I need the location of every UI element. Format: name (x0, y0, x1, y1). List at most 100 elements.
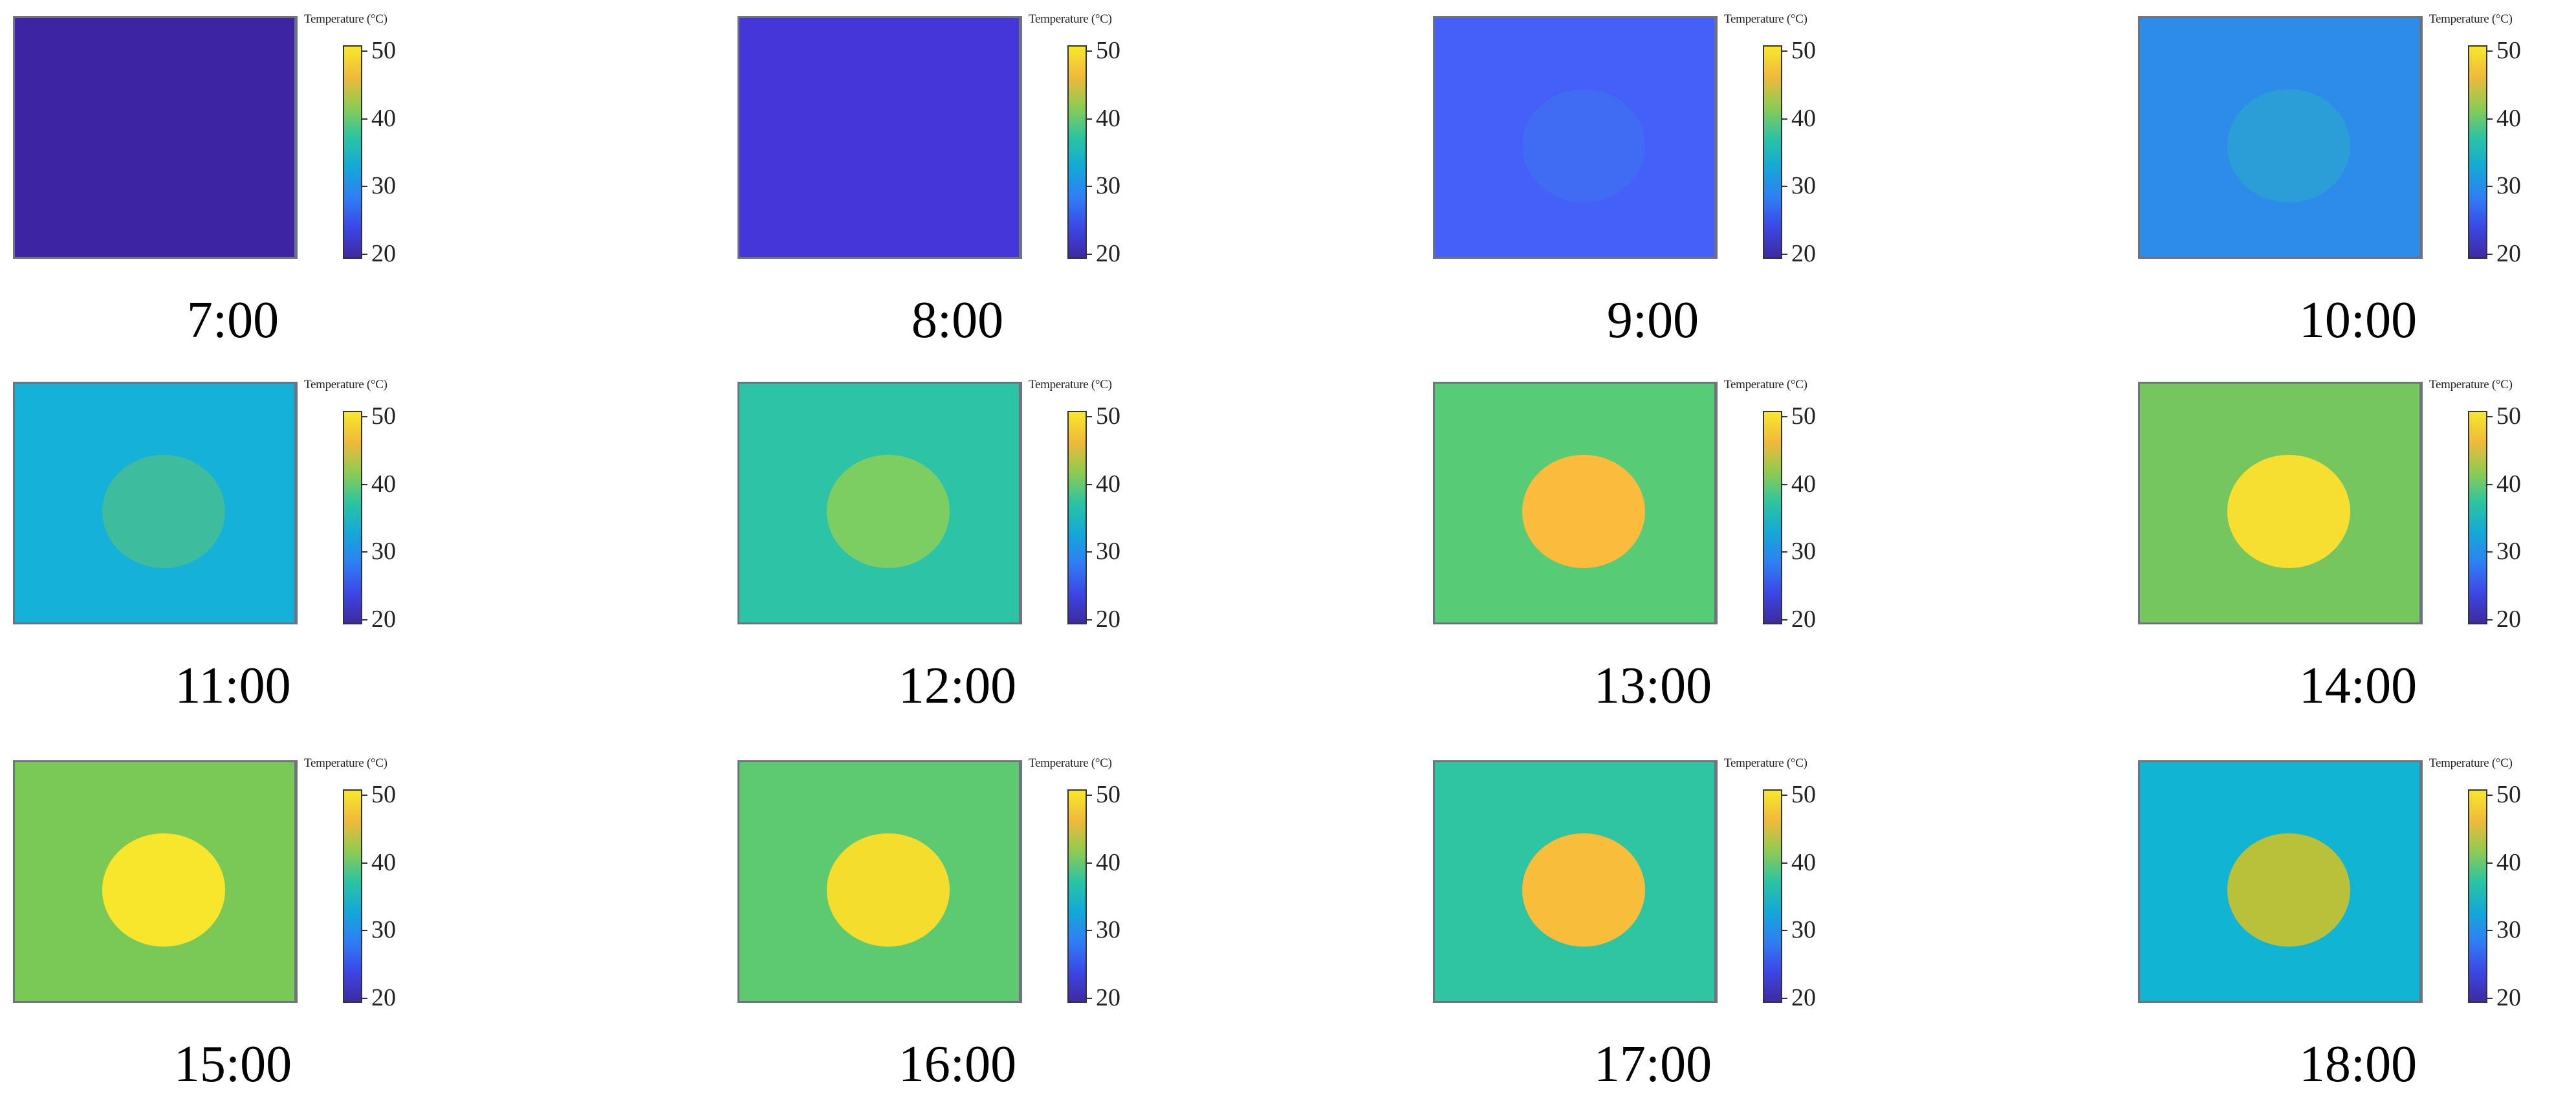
hot-spot (827, 455, 950, 568)
colorbar-tick (2487, 619, 2493, 620)
time-label: 9:00 (1606, 292, 1699, 349)
heatmap-panel: Temperature (°C) 50 40 30 20 7:00 (13, 12, 414, 353)
colorbar (343, 789, 362, 1003)
colorbar-tick (1782, 795, 1787, 796)
plate-surface (2138, 16, 2423, 259)
colorbar-tick-label: 20 (1096, 984, 1120, 1011)
colorbar-tick (1087, 118, 1092, 120)
plate-surface (737, 760, 1022, 1003)
colorbar-tick (362, 118, 367, 120)
colorbar-tick-label: 50 (371, 781, 396, 808)
colorbar-tick-label: 30 (2496, 172, 2521, 200)
hot-spot (1522, 455, 1645, 568)
colorbar (1067, 411, 1087, 624)
colorbar (1763, 789, 1782, 1003)
time-label: 10:00 (2298, 292, 2418, 349)
colorbar-tick-label: 40 (2496, 848, 2521, 876)
colorbar-tick (1087, 186, 1092, 188)
colorbar-title: Temperature (°C) (1029, 12, 1112, 26)
colorbar-tick-label: 40 (371, 470, 396, 498)
colorbar-title: Temperature (°C) (2429, 756, 2513, 770)
colorbar-tick (1087, 862, 1092, 864)
colorbar-tick-label: 50 (2496, 781, 2521, 808)
time-label: 11:00 (175, 657, 291, 714)
colorbar-tick (362, 186, 367, 188)
colorbar-tick-label: 20 (1791, 240, 1816, 267)
colorbar-tick (362, 795, 367, 796)
hot-spot (2227, 455, 2350, 568)
colorbar-tick-label: 30 (2496, 538, 2521, 565)
colorbar-tick-label: 40 (1791, 848, 1816, 876)
colorbar-tick (2487, 50, 2493, 52)
colorbar-tick-label: 50 (1791, 37, 1816, 64)
colorbar-tick-label: 20 (2496, 606, 2521, 633)
colorbar-tick (1087, 416, 1092, 417)
plate-surface (737, 382, 1022, 624)
colorbar-tick-label: 30 (1096, 172, 1120, 200)
colorbar-title: Temperature (°C) (1724, 378, 1807, 391)
colorbar-tick-label: 20 (1791, 606, 1816, 633)
colorbar-tick (1782, 998, 1787, 999)
colorbar-tick (1782, 483, 1787, 485)
colorbar-tick (1087, 998, 1092, 999)
time-label: 7:00 (186, 292, 279, 349)
plate-surface (13, 382, 298, 624)
colorbar-tick-label: 30 (2496, 916, 2521, 944)
heatmap-panel: Temperature (°C) 50 40 30 20 16:00 (737, 756, 1139, 1097)
hot-spot (827, 89, 950, 203)
colorbar (2468, 45, 2487, 259)
colorbar-tick-label: 20 (371, 240, 396, 267)
hot-spot (827, 833, 950, 947)
colorbar (343, 45, 362, 259)
colorbar-tick (1087, 551, 1092, 553)
colorbar-tick (362, 50, 367, 52)
time-label: 8:00 (911, 292, 1004, 349)
colorbar-title: Temperature (°C) (1029, 756, 1112, 770)
heatmap-panel: Temperature (°C) 50 40 30 20 14:00 (2138, 378, 2539, 718)
colorbar-tick (1782, 118, 1787, 120)
colorbar-tick (1782, 862, 1787, 864)
time-label: 13:00 (1593, 657, 1712, 714)
plate-surface (2138, 760, 2423, 1003)
colorbar-tick (2487, 795, 2493, 796)
colorbar-tick (1087, 254, 1092, 255)
colorbar-tick (362, 862, 367, 864)
colorbar-tick-label: 40 (2496, 470, 2521, 498)
hot-spot (102, 833, 225, 947)
colorbar-tick (2487, 118, 2493, 120)
colorbar-tick-label: 20 (2496, 984, 2521, 1011)
heatmap-panel: Temperature (°C) 50 40 30 20 18:00 (2138, 756, 2539, 1097)
plate-surface (1433, 760, 1718, 1003)
colorbar (2468, 789, 2487, 1003)
colorbar-tick-label: 30 (1791, 538, 1816, 565)
colorbar-tick-label: 40 (2496, 104, 2521, 132)
colorbar-tick-label: 50 (371, 37, 396, 64)
hot-spot (1522, 89, 1645, 203)
colorbar-tick-label: 40 (1096, 848, 1120, 876)
colorbar-tick-label: 50 (2496, 37, 2521, 64)
colorbar-tick-label: 50 (1096, 402, 1120, 430)
colorbar-tick-label: 20 (1791, 984, 1816, 1011)
colorbar-tick (1782, 186, 1787, 188)
colorbar-tick-label: 50 (1791, 402, 1816, 430)
colorbar-tick-label: 50 (1096, 37, 1120, 64)
plate-surface (1433, 382, 1718, 624)
heatmap-panel: Temperature (°C) 50 40 30 20 15:00 (13, 756, 414, 1097)
colorbar-title: Temperature (°C) (304, 756, 387, 770)
colorbar-tick (1087, 619, 1092, 620)
colorbar-tick-label: 40 (1096, 104, 1120, 132)
colorbar-tick-label: 30 (371, 538, 396, 565)
colorbar-tick-label: 30 (1791, 172, 1816, 200)
colorbar-tick-label: 40 (371, 848, 396, 876)
plate-surface (13, 760, 298, 1003)
colorbar-tick (362, 619, 367, 620)
hot-spot (2227, 89, 2350, 203)
colorbar-tick (362, 254, 367, 255)
colorbar-tick-label: 20 (371, 984, 396, 1011)
hot-spot (102, 455, 225, 568)
heatmap-panel: Temperature (°C) 50 40 30 20 8:00 (737, 12, 1139, 353)
heatmap-panel: Temperature (°C) 50 40 30 20 10:00 (2138, 12, 2539, 353)
time-label: 16:00 (898, 1036, 1017, 1093)
hot-spot (1522, 833, 1645, 947)
colorbar-tick-label: 20 (371, 606, 396, 633)
